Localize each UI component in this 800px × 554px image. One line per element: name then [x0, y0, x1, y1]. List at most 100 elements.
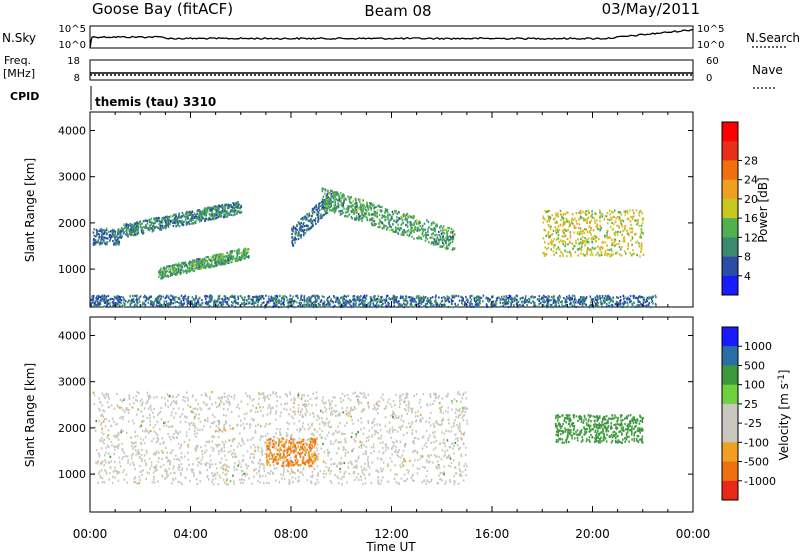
echo-cell: [255, 295, 257, 298]
echo-cell: [127, 228, 129, 231]
echo-cell: [111, 417, 114, 420]
echo-cell: [116, 241, 119, 244]
echo-cell: [387, 464, 389, 467]
echo-cell: [431, 305, 434, 308]
echo-cell: [247, 464, 250, 467]
echo-cell: [574, 251, 577, 254]
echo-cell: [162, 273, 165, 276]
echo-cell: [444, 297, 446, 300]
echo-cell: [181, 264, 183, 267]
echo-cell: [108, 230, 110, 233]
echo-cell: [238, 256, 241, 259]
echo-cell: [231, 295, 233, 298]
echo-cell: [423, 305, 425, 308]
echo-cell: [564, 301, 567, 304]
echo-cell: [176, 218, 179, 221]
echo-cell: [460, 453, 463, 456]
echo-cell: [119, 235, 121, 238]
echo-cell: [335, 207, 338, 210]
echo-cell: [189, 270, 191, 273]
echo-cell: [543, 295, 546, 298]
echo-cell: [206, 417, 209, 420]
echo-cell: [245, 464, 247, 467]
echo-cell: [573, 225, 576, 228]
echo-cell: [640, 304, 643, 307]
echo-cell: [380, 305, 382, 308]
echo-cell: [392, 300, 395, 303]
echo-cell: [351, 431, 353, 435]
echo-cell: [321, 420, 324, 423]
echo-cell: [148, 296, 150, 299]
echo-cell: [205, 209, 207, 212]
echo-cell: [435, 241, 438, 244]
echo-cell: [379, 220, 381, 223]
echo-cell: [380, 300, 382, 303]
echo-cell: [306, 213, 308, 216]
echo-cell: [349, 300, 351, 303]
echo-cell: [407, 229, 410, 232]
echo-cell: [467, 305, 470, 308]
echo-cell: [223, 443, 225, 446]
echo-cell: [355, 199, 357, 202]
echo-cell: [218, 420, 220, 423]
echo-cell: [171, 449, 174, 452]
echo-cell: [215, 207, 217, 210]
echo-cell: [225, 458, 228, 461]
echo-cell: [165, 270, 167, 273]
echo-cell: [397, 223, 399, 226]
echo-cell: [217, 303, 220, 306]
echo-cell: [266, 300, 268, 303]
echo-cell: [215, 209, 217, 212]
echo-cell: [294, 232, 296, 235]
echo-cell: [210, 299, 213, 302]
echo-cell: [520, 301, 523, 304]
echo-cell: [253, 443, 255, 446]
echo-cell: [411, 226, 414, 229]
echo-cell: [164, 273, 166, 276]
echo-cell: [434, 239, 436, 243]
echo-cell: [576, 232, 579, 235]
echo-cell: [158, 272, 161, 275]
echo-cell: [636, 253, 638, 257]
echo-cell: [496, 299, 498, 302]
echo-cell: [356, 204, 358, 207]
echo-cell: [159, 270, 161, 273]
echo-cell: [96, 234, 98, 237]
echo-cell: [222, 303, 225, 306]
echo-cell: [337, 425, 339, 428]
echo-cell: [146, 416, 149, 420]
echo-cell: [223, 306, 225, 309]
echo-cell: [417, 226, 419, 229]
echo-cell: [342, 296, 344, 299]
echo-cell: [393, 299, 396, 302]
echo-cell: [538, 300, 541, 303]
echo-cell: [154, 220, 157, 223]
echo-cell: [178, 212, 180, 215]
echo-cell: [446, 298, 448, 301]
echo-cell: [342, 211, 344, 214]
echo-cell: [316, 418, 318, 421]
echo-cell: [617, 296, 619, 299]
echo-cell: [357, 298, 359, 301]
echo-cell: [214, 265, 216, 268]
cpid-label: CPID: [10, 90, 39, 103]
echo-cell: [153, 481, 156, 484]
echo-cell: [209, 206, 212, 209]
echo-cell: [568, 225, 570, 228]
echo-cell: [410, 231, 412, 234]
echo-cell: [569, 231, 572, 234]
echo-cell: [323, 300, 326, 303]
echo-cell: [582, 210, 584, 213]
echo-cell: [236, 255, 238, 258]
echo-cell: [139, 295, 142, 298]
echo-cell: [367, 302, 369, 305]
echo-cell: [224, 207, 227, 210]
echo-cell: [401, 219, 404, 222]
echo-cell: [448, 226, 451, 230]
echo-cell: [357, 457, 360, 460]
echo-cell: [411, 216, 414, 219]
echo-cell: [137, 229, 139, 232]
echo-cell: [132, 234, 135, 237]
echo-cell: [626, 209, 628, 212]
echo-cell: [263, 297, 265, 300]
